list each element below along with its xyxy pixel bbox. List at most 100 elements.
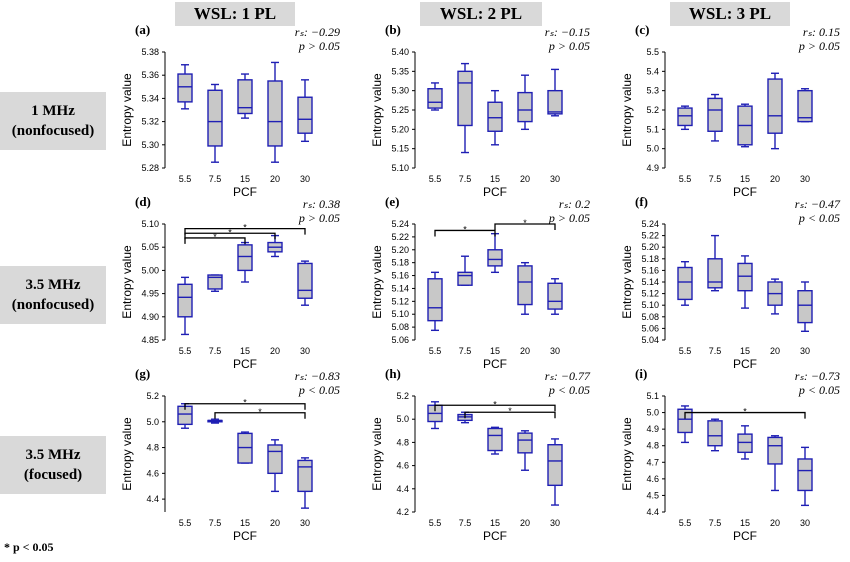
panel-label: (a) xyxy=(135,22,150,37)
p-value: p > 0.05 xyxy=(548,211,590,225)
y-tick-label: 4.4 xyxy=(146,494,159,504)
x-axis-label: PCF xyxy=(233,185,257,199)
x-tick-label: 20 xyxy=(770,346,780,356)
panel-b: 5.10 5.15 5.20 5.25 5.30 5.35 5.40 5.5 7.5 15 20 30… xyxy=(370,22,590,199)
significance-bracket xyxy=(464,411,556,419)
row-header-line1: 1 MHz xyxy=(31,103,75,119)
panel-label: (e) xyxy=(385,194,399,209)
y-tick-label: 5.35 xyxy=(391,66,409,76)
panel-d: 4.85 4.90 4.95 5.00 5.05 5.10 5.5 7.5 15 20 30 PCF E… xyxy=(120,194,340,371)
significance-star: * xyxy=(228,227,232,237)
x-tick-label: 15 xyxy=(740,518,750,528)
y-tick-label: 5.24 xyxy=(641,219,659,229)
x-tick-label: 15 xyxy=(740,346,750,356)
y-tick-label: 5.22 xyxy=(391,232,409,242)
y-tick-label: 5.40 xyxy=(391,47,409,57)
row-header-line2: (nonfocused) xyxy=(11,123,95,139)
x-tick-label: 30 xyxy=(300,518,310,528)
x-tick-label: 20 xyxy=(270,174,280,184)
box-iqr xyxy=(427,278,443,322)
y-tick-label: 5.34 xyxy=(141,93,159,103)
y-tick-label: 5.12 xyxy=(391,296,409,306)
y-tick-label: 5.4 xyxy=(646,66,659,76)
y-tick-label: 5.04 xyxy=(641,335,659,345)
y-tick-label: 5.10 xyxy=(641,300,659,310)
p-value: p > 0.05 xyxy=(298,211,340,225)
y-axis-label: Entropy value xyxy=(120,245,134,319)
significance-star: * xyxy=(243,223,247,233)
x-tick-label: 30 xyxy=(800,346,810,356)
y-tick-label: 5.18 xyxy=(641,254,659,264)
p-value: p > 0.05 xyxy=(798,39,840,53)
box-iqr xyxy=(487,427,503,452)
y-axis-label: Entropy value xyxy=(120,417,134,491)
significance-star: * xyxy=(243,398,247,408)
x-tick-label: 20 xyxy=(520,346,530,356)
significance-star: * xyxy=(213,232,217,242)
significance-bracket xyxy=(184,232,276,240)
row-header-line2: (focused) xyxy=(23,467,83,483)
y-tick-label: 4.9 xyxy=(646,424,659,434)
y-tick-label: 4.9 xyxy=(646,163,659,173)
box-iqr xyxy=(677,408,693,434)
panel-label: (g) xyxy=(135,366,150,381)
x-axis-label: PCF xyxy=(233,357,257,371)
x-tick-label: 5.5 xyxy=(429,346,442,356)
row-header-3-5mhz-focused: 3.5 MHz (focused) xyxy=(0,436,106,494)
x-tick-label: 5.5 xyxy=(679,174,692,184)
significance-star: * xyxy=(743,407,747,417)
y-tick-label: 4.8 xyxy=(396,437,409,447)
panel-label: (c) xyxy=(635,22,649,37)
box-iqr xyxy=(177,283,193,318)
y-tick-label: 5.24 xyxy=(391,219,409,229)
y-axis-label: Entropy value xyxy=(370,417,384,491)
y-tick-label: 5.10 xyxy=(391,309,409,319)
significance-bracket xyxy=(494,223,556,230)
y-tick-label: 5.22 xyxy=(641,231,659,241)
x-tick-label: 30 xyxy=(300,174,310,184)
x-axis-label: PCF xyxy=(733,185,757,199)
y-tick-label: 5.20 xyxy=(641,242,659,252)
significance-bracket xyxy=(184,237,246,244)
row-header-3-5mhz-nonfocused: 3.5 MHz (nonfocused) xyxy=(0,266,106,324)
x-tick-label: 5.5 xyxy=(679,518,692,528)
box-iqr xyxy=(767,78,783,134)
panel-i: 4.4 4.5 4.6 4.7 4.8 4.9 5.0 5.1 5.5 7.5 15 20 30 PCF E… xyxy=(620,366,840,543)
box-iqr xyxy=(707,258,723,289)
x-tick-label: 7.5 xyxy=(709,518,722,528)
y-tick-label: 5.25 xyxy=(391,105,409,115)
significance-star: * xyxy=(508,406,512,416)
y-tick-label: 5.16 xyxy=(391,271,409,281)
y-tick-label: 5.2 xyxy=(146,391,159,401)
row-header-line1: 3.5 MHz xyxy=(25,447,81,463)
x-axis-label: PCF xyxy=(233,529,257,543)
y-axis-label: Entropy value xyxy=(620,245,634,319)
x-tick-label: 30 xyxy=(800,518,810,528)
panel-label: (i) xyxy=(635,366,647,381)
x-tick-label: 7.5 xyxy=(459,346,472,356)
x-tick-label: 15 xyxy=(240,518,250,528)
x-axis-label: PCF xyxy=(483,529,507,543)
spearman-rs: rₛ: −0.15 xyxy=(545,25,590,39)
y-tick-label: 5.0 xyxy=(646,408,659,418)
x-tick-label: 15 xyxy=(240,346,250,356)
spearman-rs: rₛ: −0.77 xyxy=(545,369,591,383)
x-tick-label: 20 xyxy=(270,518,280,528)
x-tick-label: 15 xyxy=(490,518,500,528)
column-header-wsl-2: WSL: 2 PL xyxy=(420,2,542,26)
column-header-wsl-1: WSL: 1 PL xyxy=(175,2,295,26)
x-tick-label: 7.5 xyxy=(209,346,222,356)
x-tick-label: 7.5 xyxy=(459,518,472,528)
panel-f: 5.04 5.065.08 5.105.12 5.14 5.165.18 5.205.22… xyxy=(620,194,841,371)
y-tick-label: 5.2 xyxy=(396,391,409,401)
y-tick-label: 5.20 xyxy=(391,245,409,255)
x-axis-label: PCF xyxy=(733,357,757,371)
y-tick-label: 5.14 xyxy=(641,277,659,287)
y-tick-label: 5.38 xyxy=(141,47,159,57)
spearman-rs: rₛ: −0.73 xyxy=(795,369,840,383)
x-tick-label: 30 xyxy=(550,174,560,184)
significance-star: * xyxy=(493,399,497,409)
significance-bracket xyxy=(434,404,556,412)
x-tick-label: 15 xyxy=(490,174,500,184)
box-iqr xyxy=(487,101,503,132)
